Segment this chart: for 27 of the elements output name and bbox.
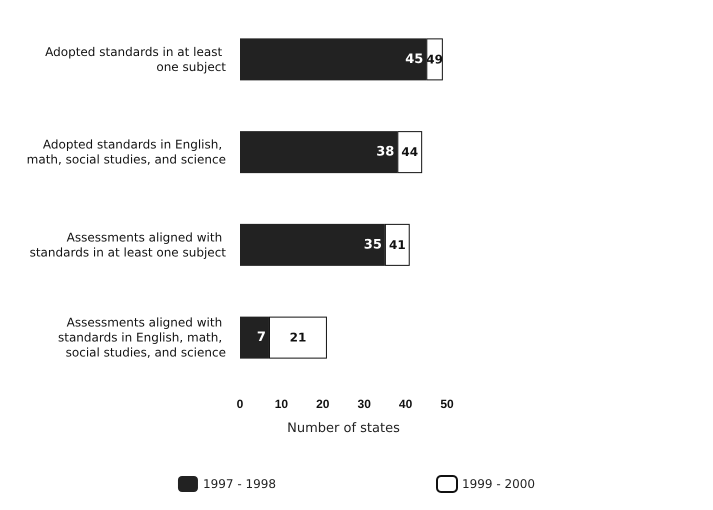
x-tick-label: 0	[236, 397, 244, 411]
y-tick-label: Assessments aligned with standards in English, math, social studies, and science	[58, 316, 226, 360]
x-tick-label: 50	[440, 397, 454, 411]
legend-label: 1997 - 1998	[202, 477, 276, 491]
x-tick-label: 20	[316, 397, 330, 411]
bar	[240, 316, 269, 359]
y-tick-label: Adopted standards in at least one subject	[45, 44, 226, 74]
bar	[240, 224, 385, 266]
x-tick-label: 30	[358, 397, 372, 411]
bar	[240, 38, 426, 80]
bar	[384, 224, 410, 266]
total-label: 44	[401, 145, 418, 160]
data-label: 45	[405, 52, 424, 67]
total-label: 21	[290, 330, 306, 345]
bar	[240, 131, 398, 174]
x-axis-title: Number of states	[287, 421, 400, 436]
bar	[268, 316, 327, 359]
x-tick-label: 40	[398, 397, 413, 411]
data-label: 35	[364, 237, 382, 252]
data-label: 38	[376, 144, 394, 160]
bar	[397, 131, 422, 174]
total-label: 41	[388, 238, 406, 252]
data-label: 7	[256, 330, 266, 346]
y-tick-label: Assessments aligned with standards in at least one subject	[30, 230, 226, 260]
x-tick-label: 10	[274, 397, 288, 411]
legend-label: 1999 - 2000	[462, 477, 536, 491]
y-tick-label: Adopted standards in English, math, social studies, and science	[26, 138, 226, 167]
